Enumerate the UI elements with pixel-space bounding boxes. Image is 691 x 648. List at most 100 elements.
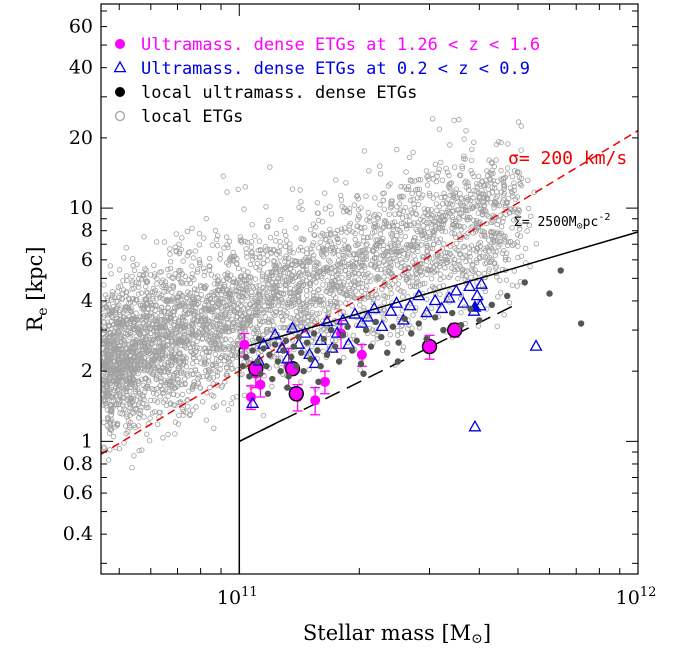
local-etg-point [399,259,405,266]
local-etg-point [169,339,176,345]
local-etg-point [146,437,153,444]
local-etg-point [403,169,409,175]
local-ultramassive-point [263,363,270,370]
local-etg-point [271,259,277,265]
local-etg-point [272,312,278,319]
local-etg-point [226,359,232,365]
local-etg-point [453,186,459,192]
local-ultramassive-point [284,384,291,391]
local-etg-point [255,247,261,254]
local-etg-point [350,294,356,300]
local-etg-point [306,303,312,309]
local-etg-point [518,182,525,189]
local-etg-point [308,311,314,318]
local-etg-point [131,267,138,273]
local-etg-point [358,205,364,211]
local-etg-point [437,217,443,224]
local-etg-point [374,251,380,257]
local-etg-point [373,245,380,251]
local-etg-point [284,310,290,316]
local-etg-point [156,326,162,332]
local-etg-point [156,291,162,297]
local-etg-point [442,228,449,235]
local-etg-point [317,239,323,245]
local-etg-point [435,169,441,176]
local-etg-point [212,325,219,332]
local-etg-point [341,237,347,243]
local-etg-point [121,386,128,393]
local-etg-point [264,329,270,336]
local-etg-point [122,342,128,348]
local-etg-point [347,220,353,227]
local-etg-point [332,230,338,237]
local-etg-point [244,314,251,320]
local-etg-point [171,308,178,315]
local-etg-point [464,196,470,203]
local-etg-point [381,280,388,286]
local-etg-point [202,268,208,275]
local-etg-point [204,373,210,379]
local-etg-point [421,217,427,224]
local-ultramassive-point [274,358,282,365]
local-ultramassive-point [394,358,402,365]
local-etg-point [191,276,197,283]
local-etg-point [496,238,503,245]
local-etg-point [160,435,166,441]
local-etg-point [289,186,296,192]
local-etg-point [130,406,136,412]
local-etg-point [445,207,451,213]
local-etg-point [183,364,190,370]
local-etg-point [377,202,383,208]
local-etg-point [178,297,184,303]
local-etg-point [191,315,198,322]
local-etg-point [266,303,272,309]
local-ultramassive-point [260,345,267,352]
local-etg-point [277,282,283,289]
y-tick-label: 0.8 [63,453,93,475]
local-etg-point [286,247,293,253]
local-etg-point [184,404,191,410]
local-etg-point [113,402,119,408]
local-etg-point [365,291,372,297]
local-etg-point [406,212,412,219]
local-etg-point [286,255,292,261]
local-etg-point [124,413,130,420]
local-etg-point [241,295,247,301]
local-etg-point [328,211,335,217]
local-etg-point [318,328,324,334]
local-etg-point [206,337,212,343]
local-etg-point [492,252,499,258]
local-etg-point [150,285,156,292]
local-etg-point [346,250,352,256]
local-etg-point [501,182,508,189]
local-etg-point [277,324,283,331]
triangle-point [348,307,362,319]
local-etg-point [388,201,394,207]
local-etg-point [214,242,221,249]
local-etg-point [423,266,429,272]
local-etg-point [302,320,308,327]
local-etg-point [320,282,326,288]
local-etg-point [488,171,494,177]
local-etg-point [376,260,382,266]
local-etg-point [252,233,258,239]
local-etg-point [157,394,163,400]
local-etg-point [525,177,531,183]
local-etg-point [495,244,501,250]
local-etg-point [181,354,187,360]
y-tick-label: 60 [69,16,93,38]
local-etg-point [157,294,163,300]
local-etg-point [438,255,444,261]
local-etg-point [279,299,286,305]
local-ultramassive-point [242,353,250,361]
local-etg-point [372,211,378,218]
local-etg-point [150,302,156,308]
local-ultramassive-point [293,363,300,370]
local-etg-point [357,302,363,308]
local-etg-point [158,312,164,318]
local-etg-point [463,273,469,279]
local-etg-point [127,320,133,326]
local-etg-point [370,248,376,254]
local-etg-point [253,264,259,270]
local-ultramassive-point [335,358,343,365]
